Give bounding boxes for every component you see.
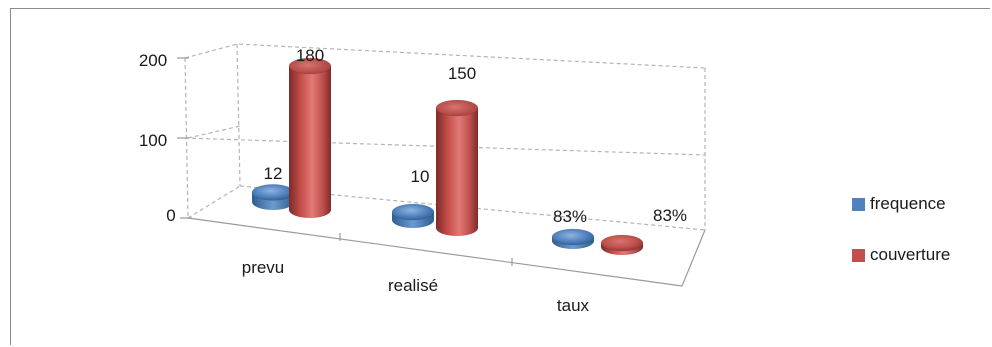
data-label-frequence-taux: 83% xyxy=(553,207,587,226)
legend-swatch-frequence xyxy=(852,197,865,211)
floor-right-edge xyxy=(681,229,706,287)
y-tick-label-200: 200 xyxy=(139,51,167,70)
back-wall-top xyxy=(184,43,706,69)
back-gridline-100 xyxy=(187,125,241,139)
bar-body-couverture-0 xyxy=(289,66,331,218)
chart-area xyxy=(10,8,990,345)
legend-label-couverture: couverture xyxy=(870,245,951,264)
category-label-taux: taux xyxy=(557,296,590,315)
legend-swatch-couverture xyxy=(852,248,865,262)
bar-top-couverture-1 xyxy=(435,99,479,117)
data-label-couverture-prevu: 180 xyxy=(296,46,324,65)
bar-couverture-0 xyxy=(288,57,332,218)
y-tick-label-0: 0 xyxy=(166,206,175,225)
legend-item-couverture: couverture xyxy=(852,243,950,267)
bar-top-frequence-1 xyxy=(391,203,435,221)
data-marks xyxy=(251,57,644,255)
data-label-frequence-realise: 10 xyxy=(411,167,430,186)
y-tick-label-100: 100 xyxy=(139,131,167,150)
category-label-realise: realisé xyxy=(388,276,438,295)
bar-couverture-2 xyxy=(600,234,644,255)
data-label-couverture-taux: 83% xyxy=(653,206,687,225)
bar-couverture-1 xyxy=(435,99,479,236)
bar-body-couverture-1 xyxy=(436,108,478,236)
data-label-couverture-realise: 150 xyxy=(448,64,476,83)
legend-label-frequence: frequence xyxy=(870,194,946,213)
front-floor xyxy=(177,57,706,287)
bar-top-frequence-2 xyxy=(551,228,595,246)
bar-frequence-0 xyxy=(251,184,295,210)
bar-frequence-2 xyxy=(551,228,595,249)
bar-top-couverture-2 xyxy=(600,234,644,252)
floor-left-edge xyxy=(187,185,241,219)
bar-frequence-1 xyxy=(391,203,435,228)
floor-front-edge xyxy=(187,217,683,287)
data-label-frequence-prevu: 12 xyxy=(264,164,283,183)
category-label-prevu: prevu xyxy=(242,258,285,277)
legend-item-frequence: frequence xyxy=(852,192,950,216)
legend: frequence couverture xyxy=(852,192,950,294)
bar-top-couverture-0 xyxy=(288,57,332,75)
bar-top-frequence-0 xyxy=(251,184,295,201)
back-wall-vertical xyxy=(236,43,241,187)
